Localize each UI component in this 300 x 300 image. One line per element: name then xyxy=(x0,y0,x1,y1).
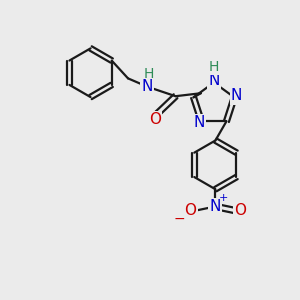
Text: O: O xyxy=(184,203,196,218)
Text: N: N xyxy=(193,115,205,130)
Text: N: N xyxy=(210,199,221,214)
Text: N: N xyxy=(208,73,220,88)
Text: N: N xyxy=(142,79,153,94)
Text: H: H xyxy=(144,67,154,81)
Text: −: − xyxy=(173,212,185,225)
Text: H: H xyxy=(209,60,219,74)
Text: +: + xyxy=(219,193,228,203)
Text: O: O xyxy=(149,112,161,128)
Text: N: N xyxy=(231,88,242,103)
Text: O: O xyxy=(234,203,246,218)
